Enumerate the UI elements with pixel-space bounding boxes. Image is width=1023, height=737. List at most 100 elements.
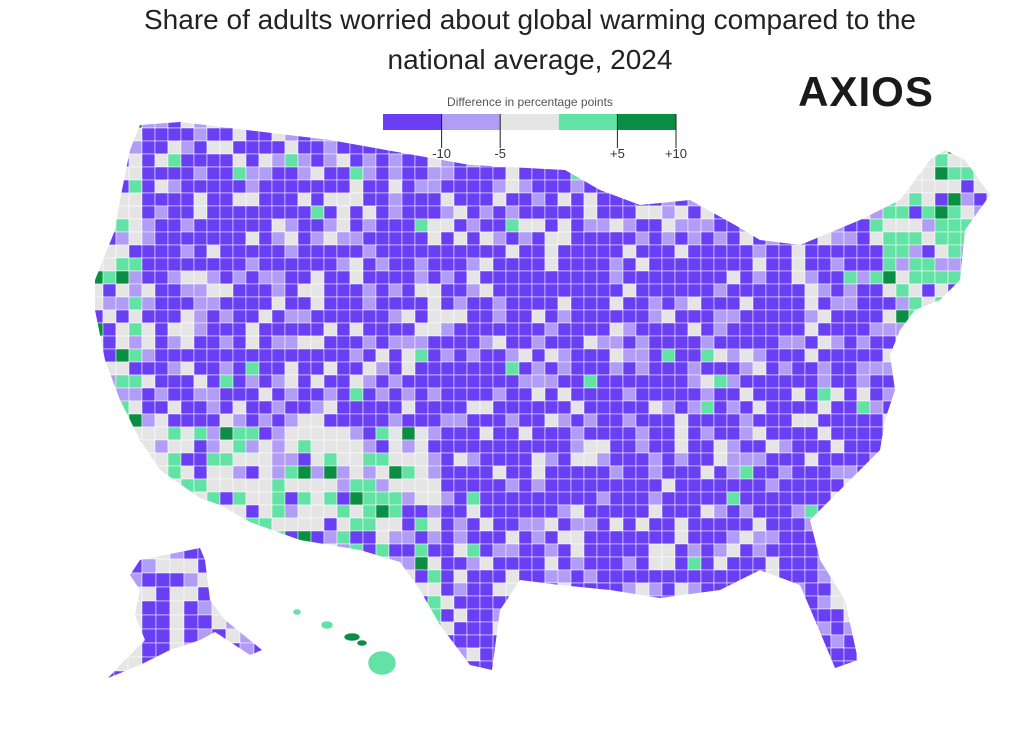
county (778, 413, 793, 428)
county (466, 205, 481, 220)
county (882, 634, 897, 649)
county (531, 335, 546, 350)
county (596, 504, 611, 519)
county (739, 569, 754, 584)
county (830, 153, 845, 168)
county (921, 621, 936, 636)
county (934, 361, 949, 376)
county (518, 647, 533, 662)
county (129, 674, 142, 687)
county (791, 257, 806, 272)
borough (197, 670, 213, 678)
borough (169, 642, 185, 658)
county (154, 387, 169, 402)
county (492, 426, 507, 441)
county (674, 361, 689, 376)
county (440, 179, 455, 194)
borough (127, 586, 143, 602)
county (232, 387, 247, 402)
county (830, 231, 845, 246)
county (245, 439, 260, 454)
county (245, 400, 260, 415)
county (310, 556, 325, 571)
county (661, 335, 676, 350)
borough (253, 614, 262, 630)
county (635, 153, 650, 168)
county (95, 465, 104, 480)
county (622, 439, 637, 454)
county (154, 426, 169, 441)
county (505, 322, 520, 337)
county (245, 426, 260, 441)
county (778, 621, 793, 636)
county (817, 504, 832, 519)
county (531, 413, 546, 428)
county (921, 452, 936, 467)
county (232, 127, 247, 142)
county (661, 244, 676, 259)
county (180, 140, 195, 155)
county (778, 556, 793, 571)
county (232, 122, 247, 129)
county (427, 283, 442, 298)
county (674, 413, 689, 428)
borough (155, 642, 171, 658)
county (765, 387, 780, 402)
county (596, 543, 611, 558)
county (674, 569, 689, 584)
county (739, 517, 754, 532)
county (531, 257, 546, 272)
county (687, 361, 702, 376)
county (622, 517, 637, 532)
county (388, 452, 403, 467)
county (687, 608, 702, 623)
county (687, 517, 702, 532)
county (466, 621, 481, 636)
county (258, 270, 273, 285)
county (362, 231, 377, 246)
county (570, 322, 585, 337)
county (323, 309, 338, 324)
borough (268, 643, 282, 657)
county (258, 517, 273, 532)
county (778, 374, 793, 389)
county (206, 179, 221, 194)
county (896, 674, 909, 687)
county (505, 478, 520, 493)
county (492, 244, 507, 259)
county (700, 192, 715, 207)
county (609, 348, 624, 363)
county (856, 244, 871, 259)
county (271, 374, 286, 389)
county (609, 296, 624, 311)
county (622, 309, 637, 324)
county (778, 296, 793, 311)
county (843, 517, 858, 532)
county (726, 140, 741, 155)
county (713, 153, 728, 168)
borough (113, 670, 129, 678)
county (505, 400, 520, 415)
county (778, 205, 793, 220)
county (882, 504, 897, 519)
county (765, 660, 780, 670)
county (570, 569, 585, 584)
county (622, 426, 637, 441)
county (375, 621, 390, 636)
county (908, 122, 923, 129)
county (128, 452, 143, 467)
county (310, 374, 325, 389)
county (752, 608, 767, 623)
county (141, 244, 156, 259)
county (440, 205, 455, 220)
county (700, 634, 715, 649)
county (362, 439, 377, 454)
county (479, 361, 494, 376)
county (765, 452, 780, 467)
county (115, 504, 130, 519)
county (154, 283, 169, 298)
county (115, 465, 130, 480)
county (674, 218, 689, 233)
county (102, 296, 117, 311)
county (934, 439, 949, 454)
